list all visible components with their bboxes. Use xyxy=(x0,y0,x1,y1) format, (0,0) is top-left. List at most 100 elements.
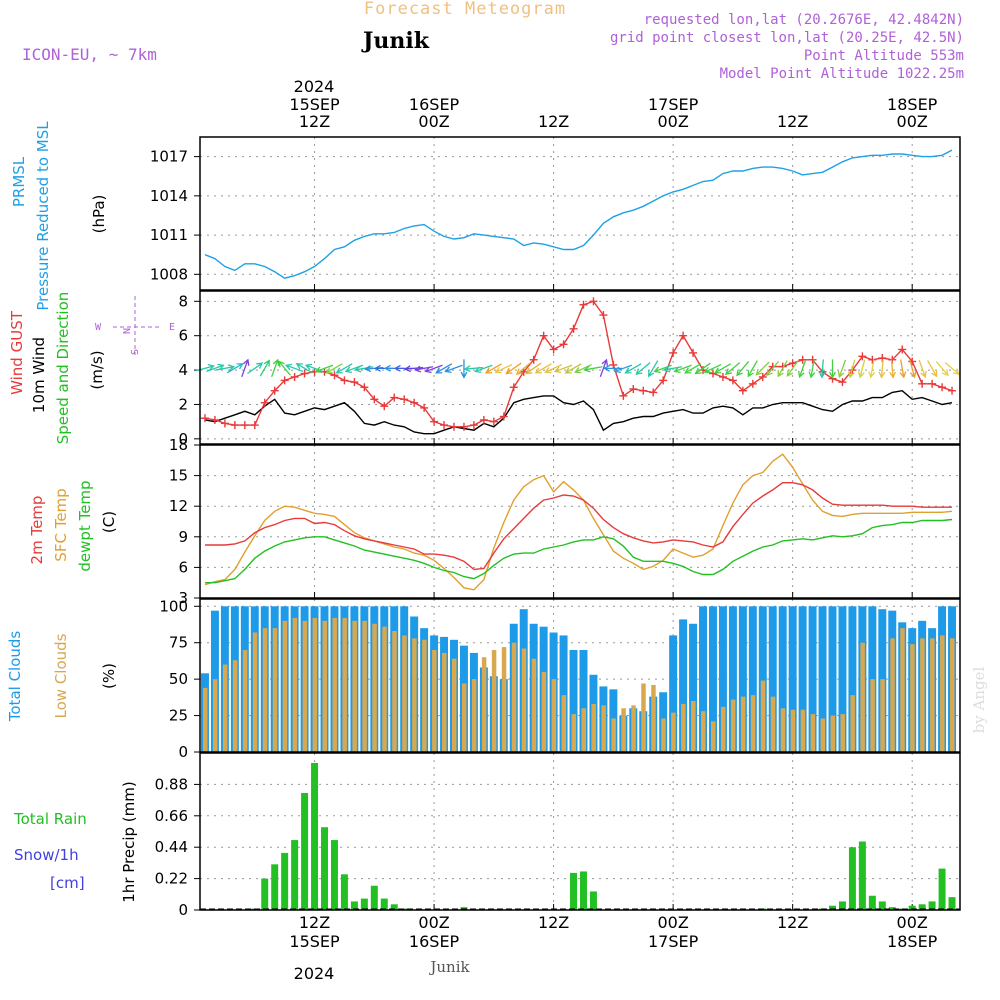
precip-bar xyxy=(938,868,946,910)
wind-arrow-head xyxy=(818,371,826,379)
wind-arrow-head xyxy=(736,369,743,377)
total-cloud-bar xyxy=(559,635,568,752)
credit-watermark: by Angel xyxy=(970,666,988,733)
low-cloud-bar xyxy=(461,683,467,752)
footer-location: Junik xyxy=(428,958,470,976)
precip-bar xyxy=(948,897,956,910)
low-cloud-bar xyxy=(252,632,258,752)
precip-bar xyxy=(360,898,368,910)
y-tick-label: 0 xyxy=(178,430,188,448)
low-cloud-bar xyxy=(591,703,596,752)
wind-arrow-head xyxy=(354,365,362,373)
wind-arrow-head xyxy=(413,365,422,373)
low-cloud-bar xyxy=(820,718,826,752)
wind-direction-arrow xyxy=(415,366,434,371)
wind-arrow-head xyxy=(653,366,661,373)
precip-bar xyxy=(281,852,289,910)
low-cloud-bar xyxy=(292,617,298,752)
wind-direction-arrow xyxy=(918,359,926,378)
wind-direction-arrow xyxy=(535,363,552,374)
y-tick-label: 6 xyxy=(178,327,188,345)
pressure-msl-label: Pressure Reduced to MSL xyxy=(34,121,52,311)
wind-arrow-head xyxy=(295,363,303,370)
precip-bar xyxy=(858,841,866,910)
low-cloud-bar xyxy=(641,683,646,752)
precip-bar xyxy=(370,885,378,910)
low-cloud-bar xyxy=(372,623,377,752)
sfc-temp-label: SFC Temp xyxy=(52,488,70,561)
total-cloud-bar xyxy=(708,606,717,752)
total-clouds-label: Total Clouds xyxy=(6,631,24,723)
low-cloud-bar xyxy=(890,638,895,752)
wind-arrow-head xyxy=(227,364,236,372)
precip-bar xyxy=(311,762,319,910)
sfc-temp-line xyxy=(204,453,953,591)
temp2m-line xyxy=(205,482,952,571)
low-cloud-bar xyxy=(691,701,696,752)
low-cloud-bar xyxy=(422,639,427,752)
low-cloud-bar xyxy=(262,628,268,752)
low-cloud-bar xyxy=(770,696,776,752)
y-tick-label: 18 xyxy=(169,436,188,454)
wind-arrow-head xyxy=(242,358,250,366)
low-cloud-bar xyxy=(581,708,586,752)
wind-direction-arrow xyxy=(355,366,374,371)
low-cloud-bar xyxy=(930,638,935,752)
low-cloud-bar xyxy=(860,642,865,752)
gust-label: Wind GUST xyxy=(8,310,26,395)
model-altitude: Model Point Altitude 1022.25m xyxy=(720,66,964,82)
snow-label: Snow/1h xyxy=(14,846,79,864)
wind-arrow-head xyxy=(207,363,215,371)
wind-arrow-head xyxy=(444,366,452,373)
low-cloud-bar xyxy=(730,699,736,752)
total-cloud-bar xyxy=(579,650,588,752)
wind-direction-arrow xyxy=(714,363,732,374)
precip-bar xyxy=(580,871,587,910)
wind-direction-arrow xyxy=(810,359,815,378)
wind-direction-arrow xyxy=(880,359,884,378)
wind-arrow-head xyxy=(494,366,502,374)
wind-arrow-head xyxy=(474,366,482,373)
low-cloud-bar xyxy=(432,650,437,752)
y-tick-label: 3 xyxy=(178,589,188,607)
wind-direction-arrow xyxy=(405,366,424,370)
low-cloud-bar xyxy=(561,695,567,752)
low-cloud-bar xyxy=(541,671,547,752)
total-cloud-bar xyxy=(758,606,767,752)
wind-arrow-head xyxy=(662,365,671,373)
low-cloud-bar xyxy=(920,638,925,752)
wind-direction-arrow xyxy=(247,362,263,375)
top-hour-label: 12Z xyxy=(777,112,808,131)
temp2m-label: 2m Temp xyxy=(28,496,46,565)
low-cloud-bar xyxy=(531,658,537,752)
total-cloud-bar xyxy=(569,650,578,752)
low-cloud-bar xyxy=(621,708,626,752)
low-cloud-bar xyxy=(611,718,616,752)
wind-arrow-head xyxy=(713,367,722,374)
wind-arrow-head xyxy=(777,370,784,378)
precip-bar xyxy=(888,907,896,910)
low-cloud-bar xyxy=(442,652,447,752)
y-tick-label: 0.88 xyxy=(155,775,188,793)
y-tick-label: 25 xyxy=(169,707,188,725)
total-cloud-bar xyxy=(699,606,707,752)
panel-frame xyxy=(199,752,961,911)
top-hour-label: 00Z xyxy=(418,112,449,131)
compass-west: W xyxy=(95,322,102,333)
wind-direction-arrow xyxy=(849,359,856,378)
low-cloud-bar xyxy=(481,657,487,752)
total-cloud-bar xyxy=(768,606,777,752)
temp-unit: (C) xyxy=(100,511,118,533)
pressure-line xyxy=(204,149,953,279)
precip-bar xyxy=(291,840,299,910)
precip-bar xyxy=(848,847,856,910)
wind-direction-arrow xyxy=(766,361,780,376)
total-cloud-bar xyxy=(778,606,787,752)
wind-arrow-head xyxy=(544,366,552,374)
low-cloud-bar xyxy=(830,715,835,752)
low-cloud-bar xyxy=(551,679,557,752)
low-cloud-bar xyxy=(651,684,656,752)
wind-direction-arrow xyxy=(704,363,722,373)
wind-direction-arrow xyxy=(259,360,270,377)
